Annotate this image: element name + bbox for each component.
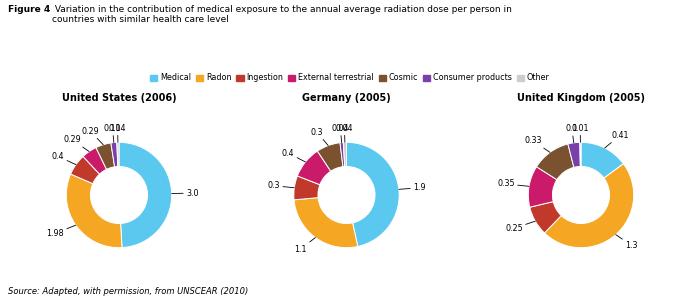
Text: 0.29: 0.29	[64, 135, 89, 152]
Text: 0.3: 0.3	[267, 181, 294, 190]
Text: 0.1: 0.1	[566, 124, 578, 143]
Wedge shape	[580, 142, 581, 166]
Wedge shape	[294, 176, 320, 200]
Text: 1.3: 1.3	[616, 235, 638, 250]
Text: 0.04: 0.04	[109, 124, 127, 142]
Text: 0.33: 0.33	[524, 136, 550, 152]
Text: 0.29: 0.29	[81, 127, 104, 145]
Text: Variation in the contribution of medical exposure to the annual average radiatio: Variation in the contribution of medical…	[52, 4, 512, 24]
Text: 0.01: 0.01	[571, 124, 589, 142]
Wedge shape	[294, 198, 358, 248]
Text: 1.9: 1.9	[399, 183, 426, 192]
Text: 3.0: 3.0	[172, 189, 198, 198]
Wedge shape	[568, 142, 580, 167]
Wedge shape	[536, 144, 574, 180]
Wedge shape	[119, 142, 172, 248]
Legend: Medical, Radon, Ingestion, External terrestrial, Cosmic, Consumer products, Othe: Medical, Radon, Ingestion, External terr…	[147, 70, 553, 86]
Text: 1.98: 1.98	[46, 225, 76, 238]
Wedge shape	[298, 151, 330, 185]
Title: United Kingdom (2005): United Kingdom (2005)	[517, 93, 645, 103]
Wedge shape	[96, 143, 115, 169]
Wedge shape	[66, 174, 122, 248]
Text: 0.04: 0.04	[332, 124, 349, 142]
Wedge shape	[545, 164, 634, 248]
Wedge shape	[346, 142, 399, 247]
Wedge shape	[71, 157, 99, 184]
Wedge shape	[340, 142, 344, 167]
Wedge shape	[111, 142, 118, 167]
Text: 0.11: 0.11	[104, 124, 121, 142]
Title: United States (2006): United States (2006)	[62, 93, 176, 103]
Text: 1.1: 1.1	[295, 238, 316, 254]
Text: 0.4: 0.4	[282, 148, 305, 162]
Wedge shape	[581, 142, 624, 178]
Wedge shape	[528, 167, 557, 207]
Text: 0.3: 0.3	[311, 128, 328, 146]
Text: 0.4: 0.4	[52, 152, 76, 165]
Wedge shape	[530, 202, 561, 233]
Wedge shape	[117, 142, 119, 166]
Text: Figure 4: Figure 4	[8, 4, 50, 14]
Text: 0.35: 0.35	[497, 179, 529, 188]
Title: Germany (2005): Germany (2005)	[302, 93, 391, 103]
Text: 0.41: 0.41	[605, 131, 629, 148]
Text: 0.25: 0.25	[505, 221, 536, 233]
Text: Source: Adapted, with permission, from UNSCEAR (2010): Source: Adapted, with permission, from U…	[8, 286, 248, 296]
Wedge shape	[317, 143, 343, 171]
Wedge shape	[83, 148, 106, 174]
Wedge shape	[343, 142, 346, 166]
Text: 0.04: 0.04	[336, 124, 354, 142]
